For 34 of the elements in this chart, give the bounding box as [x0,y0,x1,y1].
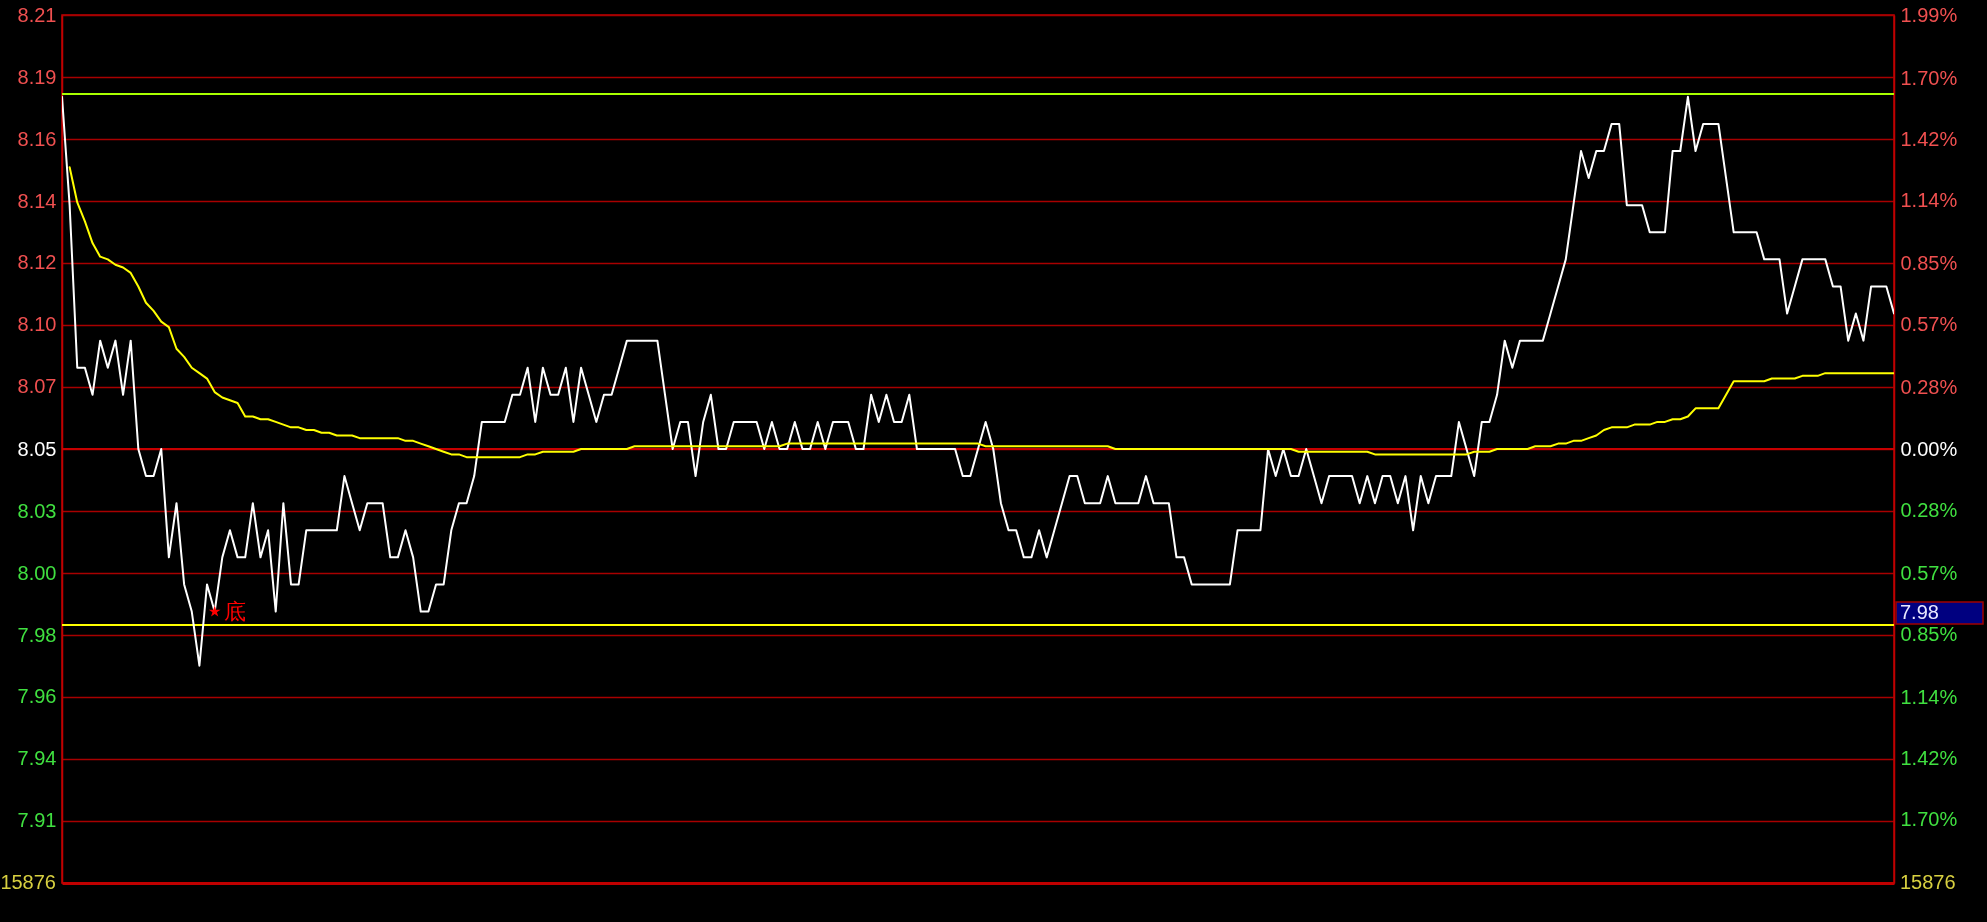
y2-tick-label: 1.99% [1900,3,1958,26]
y-tick-label: 7.98 [17,623,57,646]
line-series [62,95,1894,667]
y2-tick-label: 1.42% [1900,747,1958,770]
ref-line-label: 7.98 [1900,601,1939,624]
y2-tick-label: 1.70% [1900,808,1958,831]
y-tick-label: 8.05 [17,437,57,460]
y2-tick-label: 0.85% [1900,252,1958,275]
y2-tick-label: 0.00% [1900,437,1958,460]
y2-tick-label: 0.57% [1900,313,1958,336]
y2-tick-label: 0.28% [1900,376,1958,399]
series-label: 底 [223,598,246,624]
y2-tick-label: 0.57% [1900,561,1958,584]
y2-tick-label: 0.85% [1900,622,1958,645]
y-tick-label: 8.10 [17,313,57,336]
y-tick-label: 8.12 [17,251,57,274]
y-tick-label: 8.19 [17,65,57,88]
y2-tick-label: 1.70% [1900,66,1958,89]
y-tick-label: 8.03 [17,499,57,522]
y-tick-label: 8.14 [17,189,57,212]
y-tick-label: 8.16 [17,127,57,150]
y-tick-label: 7.91 [17,809,57,832]
y-tick-label: 8.07 [17,375,57,398]
line-series [68,166,1894,459]
y-tick-label: 7.96 [17,685,57,708]
y2-tick-label: 1.42% [1900,127,1958,150]
y-tick-label: 8.00 [17,561,57,584]
text: 15876 [0,871,56,893]
y2-tick-label: 1.14% [1900,686,1958,709]
y-tick-label: 8.21 [17,3,57,26]
text: 15876 [1900,871,1956,893]
y2-tick-label: 0.28% [1900,498,1958,521]
y-tick-label: 7.94 [17,747,57,770]
y2-tick-label: 1.14% [1900,188,1958,211]
